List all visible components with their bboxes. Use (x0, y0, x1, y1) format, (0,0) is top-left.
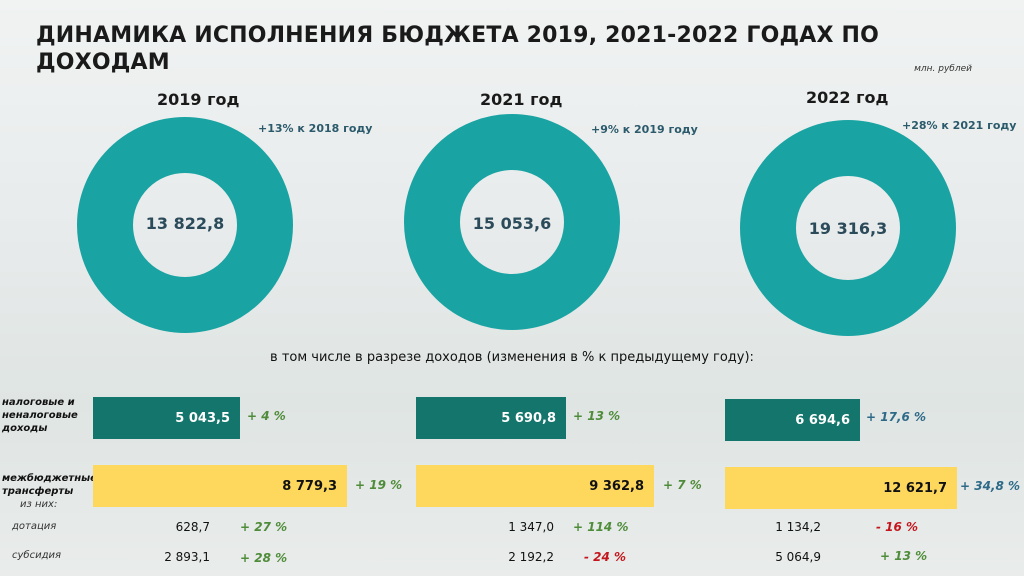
donuts (77, 114, 956, 336)
change: + 13 % (880, 549, 928, 563)
year-label: 2021 год (480, 90, 563, 109)
change: + 4 % (247, 409, 286, 423)
value: 628,7 (175, 520, 210, 534)
change: - 16 % (876, 520, 919, 534)
total: 19 316,3 (808, 219, 888, 238)
change: + 34,8 % (960, 479, 1021, 493)
total: 15 053,6 (472, 214, 552, 233)
subtitle: в том числе в разрезе доходов (изменения… (270, 350, 754, 365)
value: 2 893,1 (164, 550, 210, 564)
transfer-bar: 9 362,8 (416, 465, 654, 507)
row-label: межбюджетные трансферты (2, 473, 97, 497)
unit: млн. рублей (914, 64, 972, 74)
value: 1 134,2 (775, 520, 821, 534)
year-label: 2019 год (157, 90, 240, 109)
value: 5 064,9 (775, 550, 821, 564)
donut (404, 114, 620, 330)
row-label: дотация (12, 521, 57, 532)
transfer-bar: 8 779,3 (93, 465, 347, 507)
row-label: из них: (20, 499, 58, 510)
total: 13 822,8 (145, 214, 225, 233)
change: + 28 % (240, 551, 288, 565)
year-change: +9% к 2019 году (591, 123, 698, 136)
donut (77, 117, 293, 333)
tax-bar: 5 043,5 (93, 397, 240, 439)
tax-bar: 6 694,6 (725, 399, 860, 441)
change: + 17,6 % (866, 410, 927, 424)
change: - 24 % (584, 550, 627, 564)
value: 1 347,0 (508, 520, 554, 534)
change: + 13 % (573, 409, 621, 423)
title: ДИНАМИКА ИСПОЛНЕНИЯ БЮДЖЕТА 2019, 2021-2… (36, 23, 880, 75)
value: 2 192,2 (508, 550, 554, 564)
change: + 114 % (573, 520, 629, 534)
row-label: налоговые и неналоговые доходы (2, 397, 78, 434)
change: + 19 % (355, 478, 403, 492)
year-change: +13% к 2018 году (258, 122, 373, 135)
year-change: +28% к 2021 году (902, 119, 1017, 132)
change: + 27 % (240, 520, 288, 534)
row-label: субсидия (12, 550, 62, 561)
donut (740, 120, 956, 336)
tax-bar: 5 690,8 (416, 397, 566, 439)
year-label: 2022 год (806, 88, 889, 107)
change: + 7 % (663, 478, 702, 492)
transfer-bar: 12 621,7 (725, 467, 957, 509)
